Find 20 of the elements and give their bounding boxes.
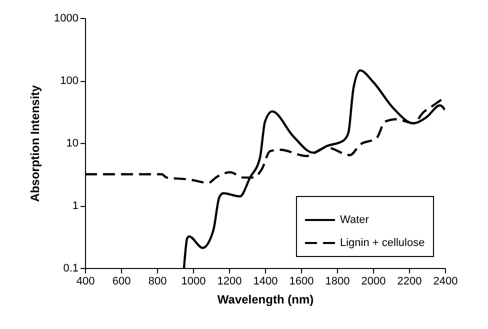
x-tick-label: 2000 bbox=[361, 276, 386, 288]
y-tick-label: 1 bbox=[72, 200, 78, 212]
x-axis-title: Wavelength (nm) bbox=[217, 292, 314, 306]
x-tick-label: 2200 bbox=[397, 276, 422, 288]
x-tick-label: 400 bbox=[76, 276, 95, 288]
x-tick-label: 600 bbox=[112, 276, 131, 288]
x-tick-label: 1000 bbox=[181, 276, 206, 288]
y-tick-label: 1000 bbox=[54, 12, 78, 24]
y-axis-title: Absorption Intensity bbox=[28, 84, 42, 202]
x-tick-label: 1200 bbox=[217, 276, 242, 288]
y-tick-label: 10 bbox=[66, 138, 78, 150]
y-tick-label: 0.1 bbox=[63, 262, 78, 274]
x-tick-label: 1800 bbox=[325, 276, 350, 288]
x-tick-label: 2400 bbox=[433, 276, 458, 288]
legend-label: Water bbox=[340, 214, 370, 226]
x-tick-label: 800 bbox=[148, 276, 167, 288]
x-tick-label: 1400 bbox=[253, 276, 278, 288]
y-tick-label: 100 bbox=[60, 75, 78, 87]
legend-label: Lignin + cellulose bbox=[340, 237, 425, 249]
x-tick-label: 1600 bbox=[289, 276, 314, 288]
